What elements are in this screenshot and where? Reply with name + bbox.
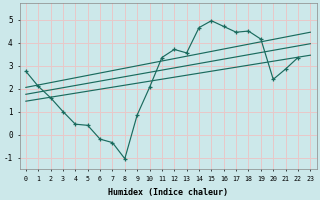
X-axis label: Humidex (Indice chaleur): Humidex (Indice chaleur): [108, 188, 228, 197]
